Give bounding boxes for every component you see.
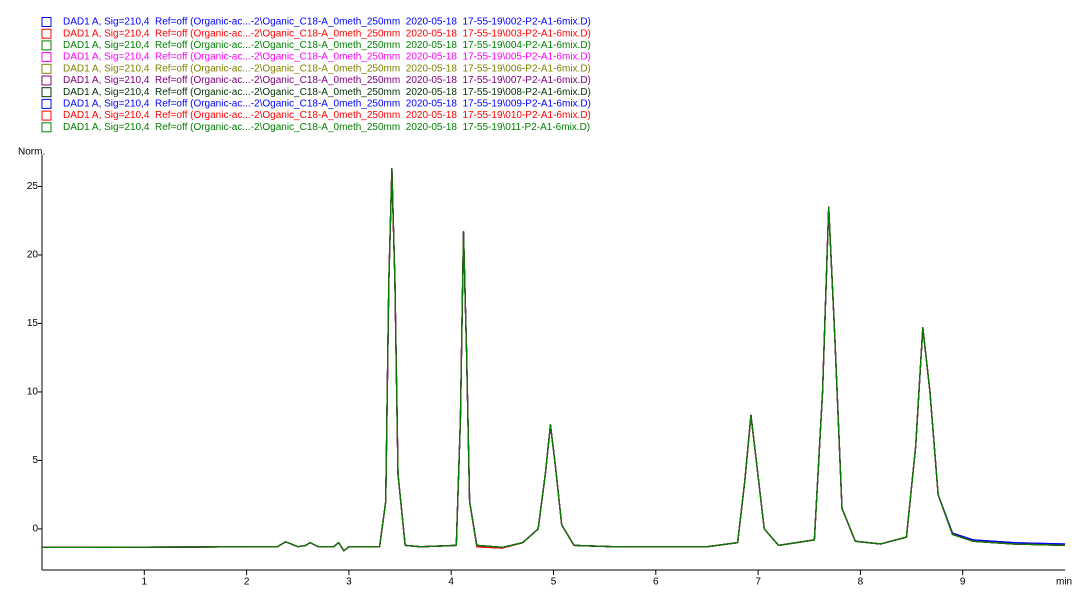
x-tick-label: 5: [551, 577, 557, 588]
y-tick-label: 5: [32, 455, 38, 466]
x-tick-label: 7: [755, 577, 761, 588]
legend-label: DAD1 A, Sig=210,4 Ref=off (Organic-ac...…: [63, 63, 591, 74]
legend-swatch: [41, 40, 52, 51]
legend-label: DAD1 A, Sig=210,4 Ref=off (Organic-ac...…: [63, 52, 591, 63]
legend-label: DAD1 A, Sig=210,4 Ref=off (Organic-ac...…: [63, 40, 591, 51]
x-axis-label: min: [1056, 577, 1072, 588]
y-tick-label: 15: [27, 318, 39, 329]
x-tick-label: 8: [858, 577, 864, 588]
x-tick-label: 9: [960, 577, 966, 588]
legend-label: DAD1 A, Sig=210,4 Ref=off (Organic-ac...…: [63, 122, 590, 133]
y-tick-label: 10: [27, 387, 39, 398]
x-tick-label: 1: [142, 577, 148, 588]
x-tick-label: 3: [346, 577, 352, 588]
y-tick-label: 20: [27, 250, 39, 261]
legend-label: DAD1 A, Sig=210,4 Ref=off (Organic-ac...…: [63, 99, 591, 110]
y-tick-label: 25: [27, 181, 39, 192]
legend-swatch: [41, 28, 52, 39]
legend-swatch: [41, 63, 52, 74]
legend-label: DAD1 A, Sig=210,4 Ref=off (Organic-ac...…: [63, 87, 591, 98]
legend-label: DAD1 A, Sig=210,4 Ref=off (Organic-ac...…: [63, 75, 591, 86]
legend-swatch: [41, 110, 52, 121]
y-axis-label: Norm.: [18, 147, 45, 158]
legend-swatch: [41, 75, 52, 86]
legend-label: DAD1 A, Sig=210,4 Ref=off (Organic-ac...…: [63, 110, 591, 121]
legend-swatch: [41, 87, 52, 98]
legend-swatch: [41, 52, 52, 63]
legend-swatch: [41, 122, 52, 133]
x-tick-label: 4: [448, 577, 454, 588]
legend-swatch: [41, 98, 52, 109]
legend-label: DAD1 A, Sig=210,4 Ref=off (Organic-ac...…: [63, 28, 591, 39]
y-tick-label: 0: [32, 524, 38, 535]
legend-swatch: [41, 17, 52, 27]
series-line: [42, 168, 1066, 552]
x-tick-label: 6: [653, 577, 659, 588]
legend-label: DAD1 A, Sig=210,4 Ref=off (Organic-ac...…: [63, 17, 591, 28]
x-tick-label: 2: [244, 577, 250, 588]
